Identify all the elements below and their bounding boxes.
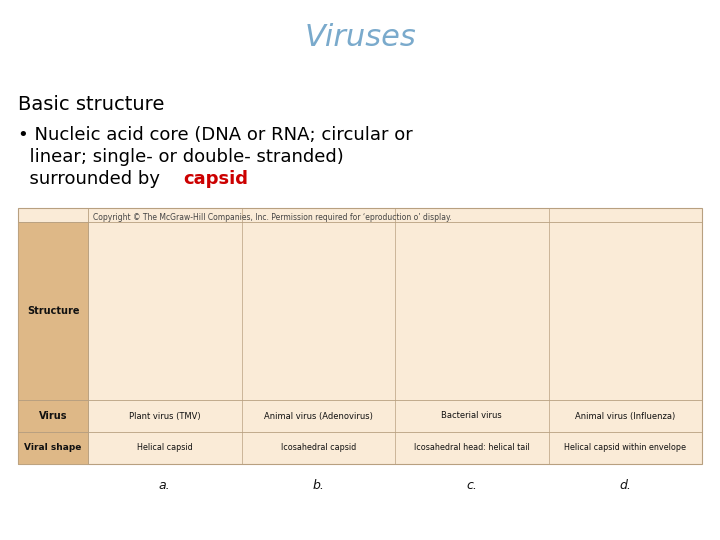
Text: Basic structure: Basic structure	[18, 95, 164, 114]
Text: Helical capsid: Helical capsid	[137, 443, 193, 453]
Text: capsid: capsid	[183, 170, 248, 188]
Text: Helical capsid within envelope: Helical capsid within envelope	[564, 443, 686, 453]
Text: • Nucleic acid core (DNA or RNA; circular or: • Nucleic acid core (DNA or RNA; circula…	[18, 126, 413, 144]
Text: Icosahedral capsid: Icosahedral capsid	[281, 443, 356, 453]
Bar	[18, 432, 88, 464]
Text: d.: d.	[619, 479, 631, 492]
Bar	[90, 224, 240, 398]
Bar	[551, 224, 700, 398]
Text: c.: c.	[467, 479, 477, 492]
Text: surrounded by: surrounded by	[18, 170, 166, 188]
Bar	[18, 222, 88, 400]
Text: linear; single- or double- stranded): linear; single- or double- stranded)	[18, 148, 343, 166]
Text: Copyright © The McGraw-Hill Companies, Inc. Permission required for ‘eproduction: Copyright © The McGraw-Hill Companies, I…	[93, 213, 451, 222]
Text: Viruses: Viruses	[304, 24, 416, 52]
Text: a.: a.	[159, 479, 171, 492]
Bar	[397, 224, 546, 398]
Text: Animal virus (Adenovirus): Animal virus (Adenovirus)	[264, 411, 373, 421]
Bar	[18, 208, 702, 464]
Bar	[243, 224, 393, 398]
Text: Structure: Structure	[27, 306, 79, 316]
Text: b.: b.	[312, 479, 324, 492]
Text: Viral shape: Viral shape	[24, 443, 81, 453]
Text: Bacterial virus: Bacterial virus	[441, 411, 502, 421]
Text: Virus: Virus	[39, 411, 67, 421]
Bar	[18, 400, 88, 432]
Text: Icosahedral head: helical tail: Icosahedral head: helical tail	[414, 443, 530, 453]
Text: Plant virus (TMV): Plant virus (TMV)	[129, 411, 201, 421]
Text: Animal virus (Influenza): Animal virus (Influenza)	[575, 411, 675, 421]
